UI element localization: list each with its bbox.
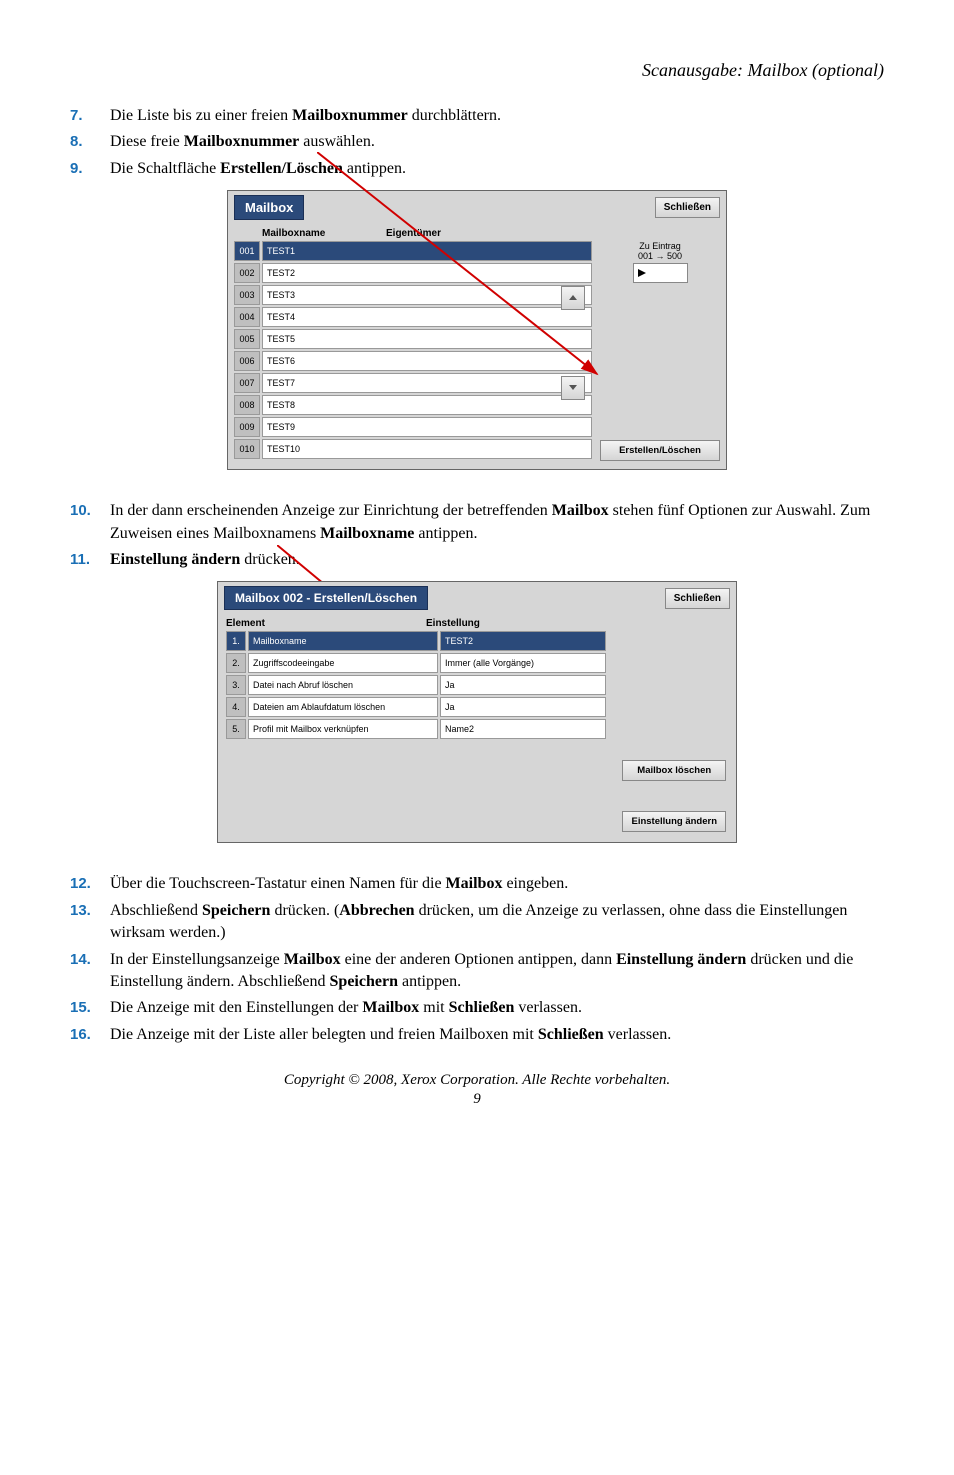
step-number: 10. xyxy=(70,500,110,545)
col-header-mailboxname: Mailboxname xyxy=(262,228,382,239)
step-number: 15. xyxy=(70,997,110,1019)
mailbox-row[interactable]: 010 TEST10 xyxy=(234,439,592,459)
copyright-footer: Copyright © 2008, Xerox Corporation. All… xyxy=(70,1072,884,1089)
chevron-up-icon xyxy=(568,293,578,303)
row-index: 004 xyxy=(234,307,260,327)
row-element: Zugriffscodeeingabe xyxy=(248,653,438,673)
mailbox-row[interactable]: 005 TEST5 xyxy=(234,329,592,349)
mailbox-row[interactable]: 009 TEST9 xyxy=(234,417,592,437)
step-text: In der Einstellungsanzeige Mailbox eine … xyxy=(110,949,884,994)
row-element: Datei nach Abruf löschen xyxy=(248,675,438,695)
mailbox-row[interactable]: 006 TEST6 xyxy=(234,351,592,371)
step-text: Die Anzeige mit der Liste aller belegten… xyxy=(110,1024,884,1046)
step-text: Die Schaltfläche Erstellen/Löschen antip… xyxy=(110,158,884,180)
row-value: Ja xyxy=(440,675,606,695)
steps-top-list: 7.Die Liste bis zu einer freien Mailboxn… xyxy=(70,105,884,180)
step-number: 7. xyxy=(70,105,110,127)
row-num: 3. xyxy=(226,675,246,695)
scroll-down-button[interactable] xyxy=(561,376,585,400)
row-index: 005 xyxy=(234,329,260,349)
mailbox-row[interactable]: 008 TEST8 xyxy=(234,395,592,415)
steps-bottom-list: 12.Über die Touchscreen-Tastatur einen N… xyxy=(70,873,884,1046)
row-index: 009 xyxy=(234,417,260,437)
row-index: 002 xyxy=(234,263,260,283)
step-text: In der dann erscheinenden Anzeige zur Ei… xyxy=(110,500,884,545)
step-number: 12. xyxy=(70,873,110,895)
section-header: Scanausgabe: Mailbox (optional) xyxy=(70,60,884,81)
step-text: Über die Touchscreen-Tastatur einen Name… xyxy=(110,873,884,895)
setting-row[interactable]: 4. Dateien am Ablaufdatum löschen Ja xyxy=(226,697,606,717)
row-name: TEST6 xyxy=(262,351,592,371)
delete-mailbox-button[interactable]: Mailbox löschen xyxy=(622,760,726,781)
setting-row[interactable]: 1. Mailboxname TEST2 xyxy=(226,631,606,651)
row-name: TEST4 xyxy=(262,307,592,327)
row-value: Name2 xyxy=(440,719,606,739)
goto-label-2: 001 → 500 xyxy=(600,251,720,261)
col-header-owner: Eigentümer xyxy=(386,228,720,239)
row-name: TEST9 xyxy=(262,417,592,437)
row-element: Profil mit Mailbox verknüpfen xyxy=(248,719,438,739)
row-name: TEST5 xyxy=(262,329,592,349)
step-number: 11. xyxy=(70,549,110,571)
step-text: Abschließend Speichern drücken. (Abbrech… xyxy=(110,900,884,945)
mailbox-settings-screenshot: Mailbox 002 - Erstellen/Löschen Schließe… xyxy=(217,581,737,843)
close-button[interactable]: Schließen xyxy=(665,588,730,609)
close-button[interactable]: Schließen xyxy=(655,197,720,218)
scroll-up-button[interactable] xyxy=(561,286,585,310)
steps-mid-list: 10.In der dann erscheinenden Anzeige zur… xyxy=(70,500,884,571)
mailbox-row[interactable]: 004 TEST4 xyxy=(234,307,592,327)
col-header-element: Element xyxy=(226,618,426,629)
row-index: 010 xyxy=(234,439,260,459)
step-text: Die Liste bis zu einer freien Mailboxnum… xyxy=(110,105,884,127)
change-setting-button[interactable]: Einstellung ändern xyxy=(622,811,726,832)
step-number: 14. xyxy=(70,949,110,994)
mailbox-list-screenshot: Mailbox Schließen Mailboxname Eigentümer… xyxy=(227,190,727,470)
page-number: 9 xyxy=(70,1091,884,1108)
step-number: 8. xyxy=(70,131,110,153)
row-num: 2. xyxy=(226,653,246,673)
row-index: 001 xyxy=(234,241,260,261)
row-name: TEST2 xyxy=(262,263,592,283)
row-value: Ja xyxy=(440,697,606,717)
setting-row[interactable]: 2. Zugriffscodeeingabe Immer (alle Vorgä… xyxy=(226,653,606,673)
create-delete-button[interactable]: Erstellen/Löschen xyxy=(600,440,720,461)
goto-input[interactable] xyxy=(633,263,688,283)
goto-entry-block: Zu Eintrag 001 → 500 xyxy=(600,241,720,283)
row-value: TEST2 xyxy=(440,631,606,651)
setting-row[interactable]: 5. Profil mit Mailbox verknüpfen Name2 xyxy=(226,719,606,739)
step-text: Einstellung ändern drücken. xyxy=(110,549,884,571)
row-name: TEST1 xyxy=(262,241,592,261)
row-value: Immer (alle Vorgänge) xyxy=(440,653,606,673)
row-index: 006 xyxy=(234,351,260,371)
mailbox-row[interactable]: 007 TEST7 xyxy=(234,373,592,393)
step-text: Die Anzeige mit den Einstellungen der Ma… xyxy=(110,997,884,1019)
row-element: Dateien am Ablaufdatum löschen xyxy=(248,697,438,717)
chevron-down-icon xyxy=(568,383,578,393)
mailbox-row[interactable]: 001 TEST1 xyxy=(234,241,592,261)
row-num: 5. xyxy=(226,719,246,739)
row-name: TEST8 xyxy=(262,395,592,415)
row-element: Mailboxname xyxy=(248,631,438,651)
row-index: 008 xyxy=(234,395,260,415)
play-icon xyxy=(637,268,647,278)
step-number: 16. xyxy=(70,1024,110,1046)
step-text: Diese freie Mailboxnummer auswählen. xyxy=(110,131,884,153)
mailbox-row[interactable]: 002 TEST2 xyxy=(234,263,592,283)
row-num: 4. xyxy=(226,697,246,717)
row-name: TEST10 xyxy=(262,439,592,459)
step-number: 9. xyxy=(70,158,110,180)
setting-row[interactable]: 3. Datei nach Abruf löschen Ja xyxy=(226,675,606,695)
goto-label-1: Zu Eintrag xyxy=(600,241,720,251)
mailbox-row[interactable]: 003 TEST3 xyxy=(234,285,592,305)
mailbox-dialog-title: Mailbox xyxy=(234,195,304,220)
step-number: 13. xyxy=(70,900,110,945)
row-index: 007 xyxy=(234,373,260,393)
row-name: TEST7 xyxy=(262,373,592,393)
row-num: 1. xyxy=(226,631,246,651)
settings-dialog-title: Mailbox 002 - Erstellen/Löschen xyxy=(224,586,428,610)
row-name: TEST3 xyxy=(262,285,592,305)
col-header-setting: Einstellung xyxy=(426,618,480,629)
row-index: 003 xyxy=(234,285,260,305)
